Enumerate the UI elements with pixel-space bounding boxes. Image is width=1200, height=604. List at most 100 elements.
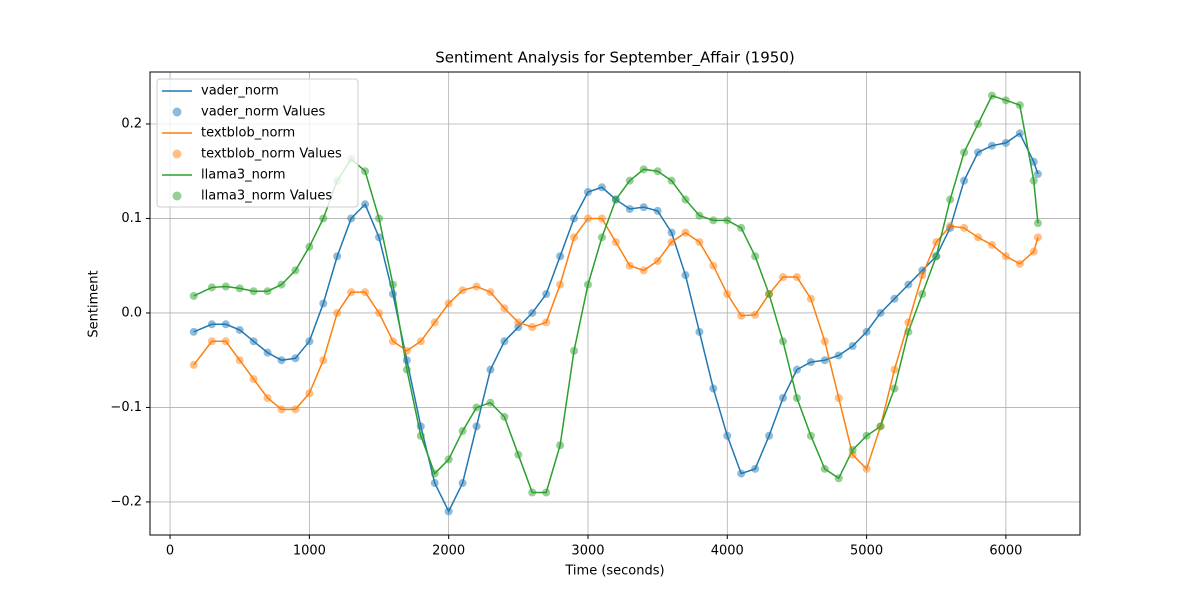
data-point xyxy=(653,206,662,215)
data-point xyxy=(779,273,788,282)
data-point xyxy=(430,318,439,327)
data-point xyxy=(639,165,648,174)
data-point xyxy=(570,233,579,242)
data-point xyxy=(737,469,746,478)
data-point xyxy=(723,216,732,225)
x-tick-label: 2000 xyxy=(432,544,465,559)
data-point xyxy=(430,479,439,488)
data-point xyxy=(723,290,732,299)
data-point xyxy=(402,346,411,355)
data-point xyxy=(667,176,676,185)
data-point xyxy=(890,384,899,393)
data-point xyxy=(375,214,384,223)
data-point xyxy=(792,273,801,282)
data-point xyxy=(723,431,732,440)
data-point xyxy=(305,389,314,398)
data-point xyxy=(918,271,927,280)
data-point xyxy=(514,450,523,459)
x-tick-label: 1000 xyxy=(293,544,326,559)
data-point xyxy=(695,211,704,220)
y-tick-label: −0.1 xyxy=(110,400,142,415)
data-point xyxy=(444,507,453,516)
data-point xyxy=(333,308,342,317)
data-point xyxy=(1033,233,1042,242)
data-point xyxy=(681,271,690,280)
data-point xyxy=(347,288,356,297)
data-point xyxy=(932,252,941,261)
data-point xyxy=(667,228,676,237)
legend-label: vader_norm xyxy=(201,84,279,99)
data-point xyxy=(500,304,509,313)
data-point xyxy=(876,422,885,431)
data-point xyxy=(639,266,648,275)
data-point xyxy=(611,238,620,247)
data-point xyxy=(737,311,746,320)
data-point xyxy=(695,238,704,247)
data-point xyxy=(430,469,439,478)
data-point xyxy=(583,214,592,223)
data-point xyxy=(333,252,342,261)
data-point xyxy=(291,354,300,363)
data-point xyxy=(189,327,198,336)
data-point xyxy=(1001,138,1010,147)
data-point xyxy=(876,308,885,317)
data-point xyxy=(277,405,286,414)
data-point xyxy=(597,214,606,223)
data-point xyxy=(583,280,592,289)
data-point xyxy=(792,365,801,374)
data-point xyxy=(765,290,774,299)
data-point xyxy=(249,337,258,346)
data-point xyxy=(834,474,843,483)
x-tick-label: 3000 xyxy=(571,544,604,559)
data-point xyxy=(751,310,760,319)
data-point xyxy=(974,233,983,242)
data-point xyxy=(486,365,495,374)
data-point xyxy=(820,356,829,365)
data-point xyxy=(291,266,300,275)
data-point xyxy=(570,214,579,223)
data-point xyxy=(235,325,244,334)
data-point xyxy=(514,318,523,327)
x-tick-label: 6000 xyxy=(989,544,1022,559)
data-point xyxy=(416,337,425,346)
data-point xyxy=(500,412,509,421)
data-point xyxy=(291,405,300,414)
data-point xyxy=(263,393,272,402)
data-point xyxy=(207,283,216,292)
data-point xyxy=(987,91,996,100)
legend-label: textblob_norm xyxy=(201,126,295,141)
x-tick-label: 4000 xyxy=(711,544,744,559)
x-axis-label: Time (seconds) xyxy=(564,564,664,579)
data-point xyxy=(987,240,996,249)
data-point xyxy=(444,455,453,464)
data-point xyxy=(542,290,551,299)
data-point xyxy=(848,342,857,351)
data-point xyxy=(189,360,198,369)
legend-label: llama3_norm Values xyxy=(201,189,332,204)
data-point xyxy=(458,427,467,436)
data-point xyxy=(779,393,788,402)
data-point xyxy=(987,141,996,150)
data-point xyxy=(862,431,871,440)
data-point xyxy=(556,441,565,450)
data-point xyxy=(556,280,565,289)
data-point xyxy=(974,119,983,128)
data-point xyxy=(500,337,509,346)
data-point xyxy=(1033,219,1042,228)
data-point xyxy=(402,356,411,365)
data-point xyxy=(820,464,829,473)
data-point xyxy=(653,167,662,176)
data-point xyxy=(792,393,801,402)
data-point xyxy=(361,200,370,209)
data-point xyxy=(751,464,760,473)
data-point xyxy=(583,188,592,197)
data-point xyxy=(946,222,955,231)
data-point xyxy=(862,464,871,473)
y-tick-label: 0.0 xyxy=(121,305,142,320)
data-point xyxy=(221,337,230,346)
data-point xyxy=(221,320,230,329)
data-point xyxy=(388,290,397,299)
data-point xyxy=(904,280,913,289)
data-point xyxy=(765,431,774,440)
data-point xyxy=(319,299,328,308)
